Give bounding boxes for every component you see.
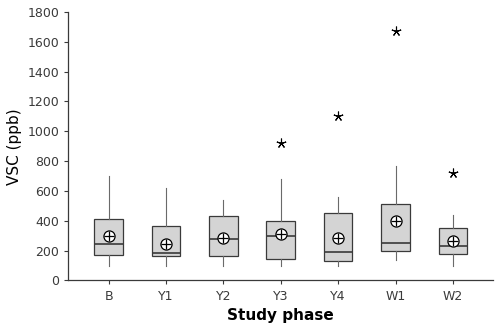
X-axis label: Study phase: Study phase <box>228 308 334 323</box>
Bar <box>152 226 180 256</box>
Bar <box>381 204 410 251</box>
Bar <box>324 213 352 261</box>
Bar <box>266 221 295 259</box>
Y-axis label: VSC (ppb): VSC (ppb) <box>7 108 22 184</box>
Bar <box>209 216 238 256</box>
Bar <box>438 227 467 254</box>
Bar <box>94 218 123 255</box>
